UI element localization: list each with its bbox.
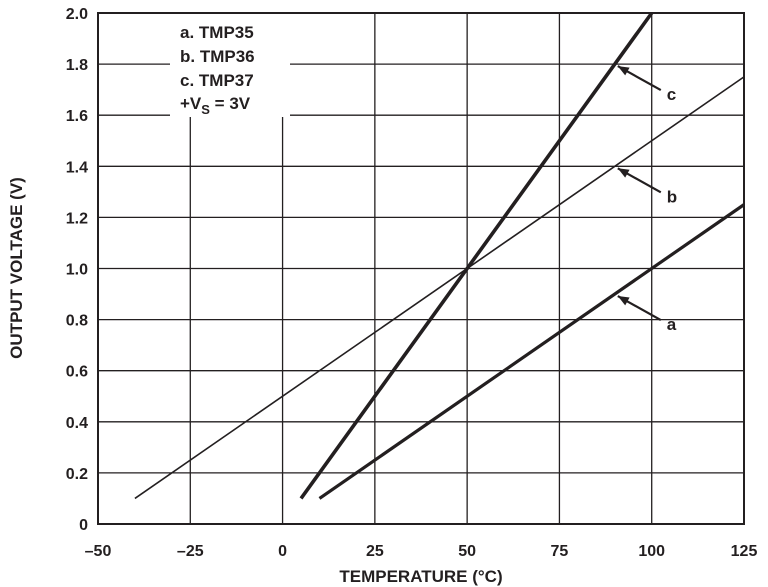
x-tick-label-4: 50 [458,543,476,560]
y-tick-label-2: 0.4 [66,415,88,432]
series-lines [134,11,745,500]
x-tick-label-3: 25 [366,543,384,560]
tick-labels: –50 –25 0 25 50 75 100 125 0 0.2 0.4 0.6 0.8 1.0 1.2 1.… [66,6,758,560]
x-tick-label-5: 75 [551,543,569,560]
y-tick-label-7: 1.4 [66,159,88,176]
legend-entry-c: c. TMP37 [180,71,254,90]
y-tick-label-1: 0.2 [66,466,88,483]
callout-arrowhead-b [617,168,630,178]
legend-supply-prefix: +V [180,94,202,113]
x-tick-label-2: 0 [278,543,287,560]
callout-label-a: a [667,315,677,334]
legend-supply-suffix: = 3V [210,94,251,113]
x-tick-label-7: 125 [731,543,758,560]
y-tick-label-6: 1.2 [66,210,88,227]
x-axis-title: TEMPERATURE (°C) [339,567,502,586]
y-tick-label-3: 0.6 [66,364,88,381]
y-tick-label-0: 0 [79,517,88,534]
y-tick-label-9: 1.8 [66,57,88,74]
legend-supply: +VS = 3V [180,94,251,117]
series-line-a [318,203,745,500]
y-tick-label-5: 1.0 [66,262,88,279]
callout-label-c: c [667,85,676,104]
legend-supply-subscript: S [201,102,210,117]
legend: a. TMP35 b. TMP36 c. TMP37 +VS = 3V [180,23,255,117]
y-tick-label-10: 2.0 [66,6,88,23]
series-line-b [134,76,745,500]
x-tick-label-0: –50 [85,543,112,560]
callout-label-b: b [667,187,677,206]
legend-background [170,5,290,117]
series-line-c [299,11,654,500]
callouts: a b c [617,65,677,334]
plot-frame [97,12,745,525]
callout-arrowhead-c [617,66,630,76]
y-axis-title: OUTPUT VOLTAGE (V) [7,177,26,359]
y-tick-label-8: 1.6 [66,108,88,125]
x-tick-label-1: –25 [177,543,204,560]
legend-entry-a: a. TMP35 [180,23,254,42]
callout-arrowhead-a [617,296,630,306]
y-tick-label-4: 0.8 [66,313,88,330]
x-tick-label-6: 100 [638,543,665,560]
legend-entry-b: b. TMP36 [180,47,255,66]
